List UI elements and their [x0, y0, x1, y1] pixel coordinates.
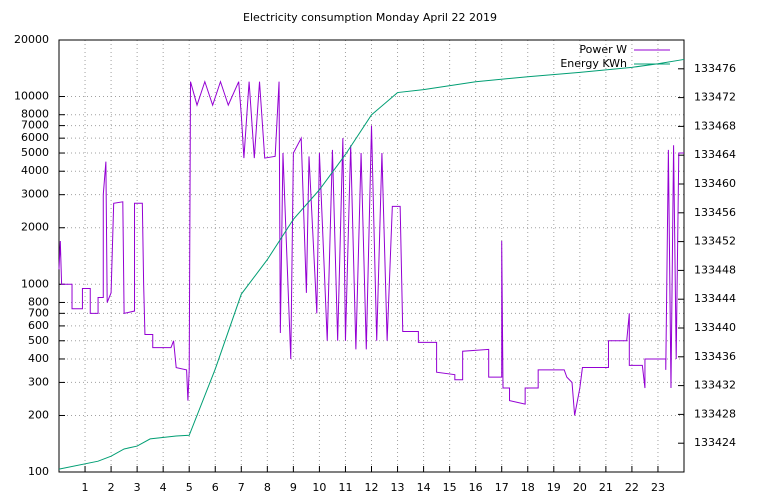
y-tick-label: 600	[28, 319, 49, 332]
chart-title: Electricity consumption Monday April 22 …	[243, 11, 497, 24]
x-tick-label: 19	[547, 481, 561, 494]
x-tick-label: 9	[290, 481, 297, 494]
y-tick-label: 1000	[21, 277, 49, 290]
y-tick-label: 800	[28, 295, 49, 308]
series-line	[58, 58, 685, 470]
y-tick-label: 8000	[21, 108, 49, 121]
x-tick-label: 10	[312, 481, 326, 494]
y-tick-label: 6000	[21, 131, 49, 144]
x-tick-label: 2	[108, 481, 115, 494]
y2-tick-label: 133444	[694, 292, 736, 305]
x-tick-label: 14	[417, 481, 431, 494]
y-tick-label: 5000	[21, 146, 49, 159]
y2-tick-label: 133464	[694, 148, 736, 161]
x-tick-label: 20	[573, 481, 587, 494]
y2-tick-label: 133460	[694, 177, 736, 190]
x-tick-label: 18	[521, 481, 535, 494]
y-tick-label: 3000	[21, 188, 49, 201]
legend-label: Power W	[579, 43, 627, 56]
x-tick-label: 17	[495, 481, 509, 494]
y-tick-label: 20000	[14, 33, 49, 46]
y2-tick-label: 133452	[694, 235, 736, 248]
x-tick-label: 15	[443, 481, 457, 494]
y-tick-label: 300	[28, 375, 49, 388]
y2-tick-label: 133468	[694, 119, 736, 132]
y2-tick-label: 133472	[694, 91, 736, 104]
y2-tick-label: 133428	[694, 407, 736, 420]
y-tick-label: 500	[28, 334, 49, 347]
y2-tick-label: 133436	[694, 350, 736, 363]
x-tick-label: 12	[365, 481, 379, 494]
series-line	[58, 80, 684, 416]
x-tick-label: 3	[134, 481, 141, 494]
y2-tick-label: 133424	[694, 436, 736, 449]
x-tick-label: 4	[160, 481, 167, 494]
x-tick-label: 11	[338, 481, 352, 494]
y2-tick-label: 133432	[694, 379, 736, 392]
y-tick-label: 100	[28, 465, 49, 478]
x-tick-label: 7	[238, 481, 245, 494]
x-tick-label: 21	[599, 481, 613, 494]
x-tick-label: 16	[469, 481, 483, 494]
y-tick-label: 10000	[14, 90, 49, 103]
x-tick-label: 23	[651, 481, 665, 494]
plot-border	[58, 39, 685, 473]
y-tick-label: 2000	[21, 221, 49, 234]
y-tick-label: 4000	[21, 164, 49, 177]
y-tick-label: 7000	[21, 119, 49, 132]
y-tick-label: 400	[28, 352, 49, 365]
y-tick-label: 200	[28, 408, 49, 421]
y2-tick-label: 133456	[694, 206, 736, 219]
y2-tick-label: 133440	[694, 321, 736, 334]
y2-tick-label: 133476	[694, 62, 736, 75]
x-tick-label: 22	[625, 481, 639, 494]
x-tick-label: 1	[82, 481, 89, 494]
x-tick-label: 6	[212, 481, 219, 494]
x-tick-label: 5	[186, 481, 193, 494]
y2-tick-label: 133448	[694, 263, 736, 276]
legend-label: Energy KWh	[560, 57, 627, 70]
y-tick-label: 700	[28, 306, 49, 319]
x-tick-label: 13	[391, 481, 405, 494]
x-tick-label: 8	[264, 481, 271, 494]
